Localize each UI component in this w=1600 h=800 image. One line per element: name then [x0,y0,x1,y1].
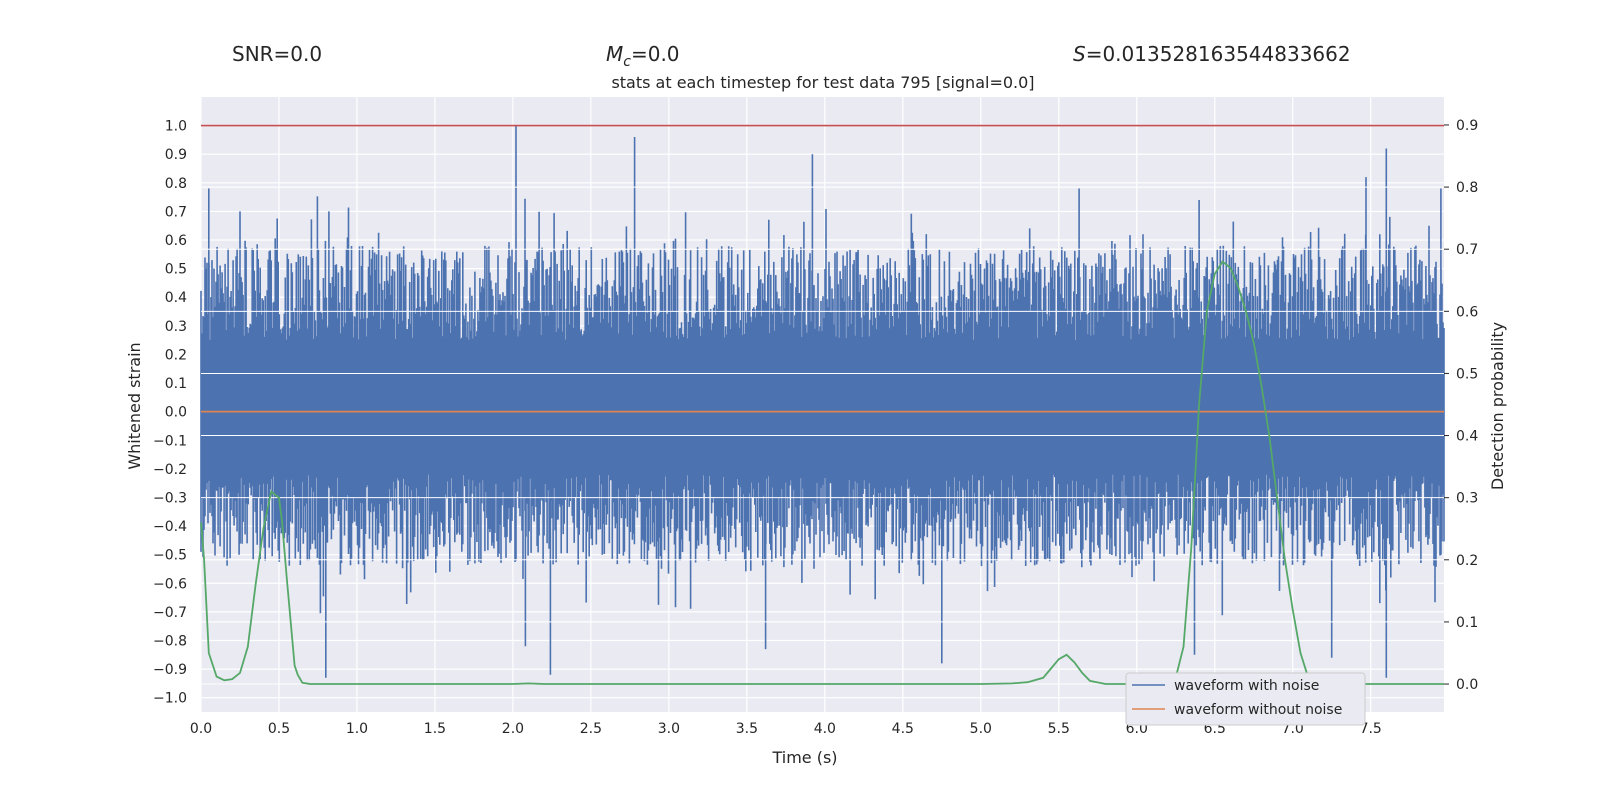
x-tick-label: 2.5 [580,721,602,737]
right-tick-label: 0.3 [1456,491,1478,507]
y-tick-label: −0.8 [153,633,187,649]
right-tick-label: 0.9 [1456,118,1478,134]
right-tick-label: 0.6 [1456,304,1478,320]
y-tick-label: 0.9 [165,147,187,163]
y-axis-ticks: 1.0 0.9 0.8 0.7 0.6 0.5 0.4 0.3 0.2 0.1 0.0 −0.1 −0.… [153,119,187,707]
right-tick-label: 0.8 [1456,180,1478,196]
x-tick-label: 0.5 [268,721,290,737]
legend-label-clean: waveform without noise [1174,702,1342,718]
snr-stat: SNR=0.0 [232,42,322,66]
chart-title: stats at each timestep for test data 795… [611,73,1034,92]
y-tick-label: 0.8 [165,176,187,192]
x-tick-label: 3.0 [658,721,680,737]
x-tick-label: 0.0 [190,721,212,737]
y-tick-label: −1.0 [153,691,187,707]
right-tick-label: 0.0 [1456,677,1478,693]
x-tick-label: 3.5 [736,721,758,737]
y-tick-label: −0.1 [153,433,187,449]
x-tick-label: 4.5 [892,721,914,737]
y-tick-label: 0.4 [165,290,187,306]
s-symbol: S [1073,42,1086,66]
x-tick-label: 1.5 [424,721,446,737]
x-tick-label: 1.0 [346,721,368,737]
mc-stat: Mc=0.0 [606,42,680,70]
y-tick-label: −0.7 [153,605,187,621]
s-value: =0.013528163544833662 [1086,42,1351,66]
y-tick-label: −0.6 [153,576,187,592]
y-tick-label: −0.4 [153,519,187,535]
x-tick-label: 5.0 [970,721,992,737]
y-tick-label: 0.2 [165,347,187,363]
y-axis-label: Whitened strain [125,342,144,469]
right-tick-label: 0.2 [1456,553,1478,569]
y-tick-label: 0.1 [165,376,187,392]
legend-box [1125,672,1366,726]
x-axis-label: Time (s) [771,748,837,767]
y-tick-label: −0.3 [153,490,187,506]
y-tick-label: 0.3 [165,319,187,335]
mc-symbol: M [606,42,623,66]
y-tick-label: −0.5 [153,548,187,564]
probability-line [200,260,1444,685]
mc-value: =0.0 [631,42,680,66]
y-tick-label: 1.0 [165,119,187,135]
x-tick-label: 7.5 [1360,721,1382,737]
x-tick-label: 4.0 [814,721,836,737]
right-tick-label: 0.7 [1456,242,1478,258]
x-tick-label: 2.0 [502,721,524,737]
legend-label-noisy: waveform with noise [1174,678,1319,694]
legend: waveform with noise waveform without noi… [1125,672,1366,726]
y-tick-label: 0.0 [165,405,187,421]
right-tick-label: 0.4 [1456,429,1478,445]
right-tick-label: 0.1 [1456,615,1478,631]
y-tick-label: 0.5 [165,262,187,278]
y-tick-label: 0.6 [165,233,187,249]
mc-subscript: c [623,54,631,70]
y-tick-label: −0.2 [153,462,187,478]
s-stat: S=0.013528163544833662 [1073,42,1351,66]
right-axis-ticks: 0.9 0.8 0.7 0.6 0.5 0.4 0.3 0.2 0.1 0.0 [1444,118,1478,693]
y-tick-label: −0.9 [153,662,187,678]
right-axis-label: Detection probability [1488,322,1507,490]
y-tick-label: 0.7 [165,204,187,220]
right-tick-label: 0.5 [1456,366,1478,382]
x-tick-label: 5.5 [1048,721,1070,737]
